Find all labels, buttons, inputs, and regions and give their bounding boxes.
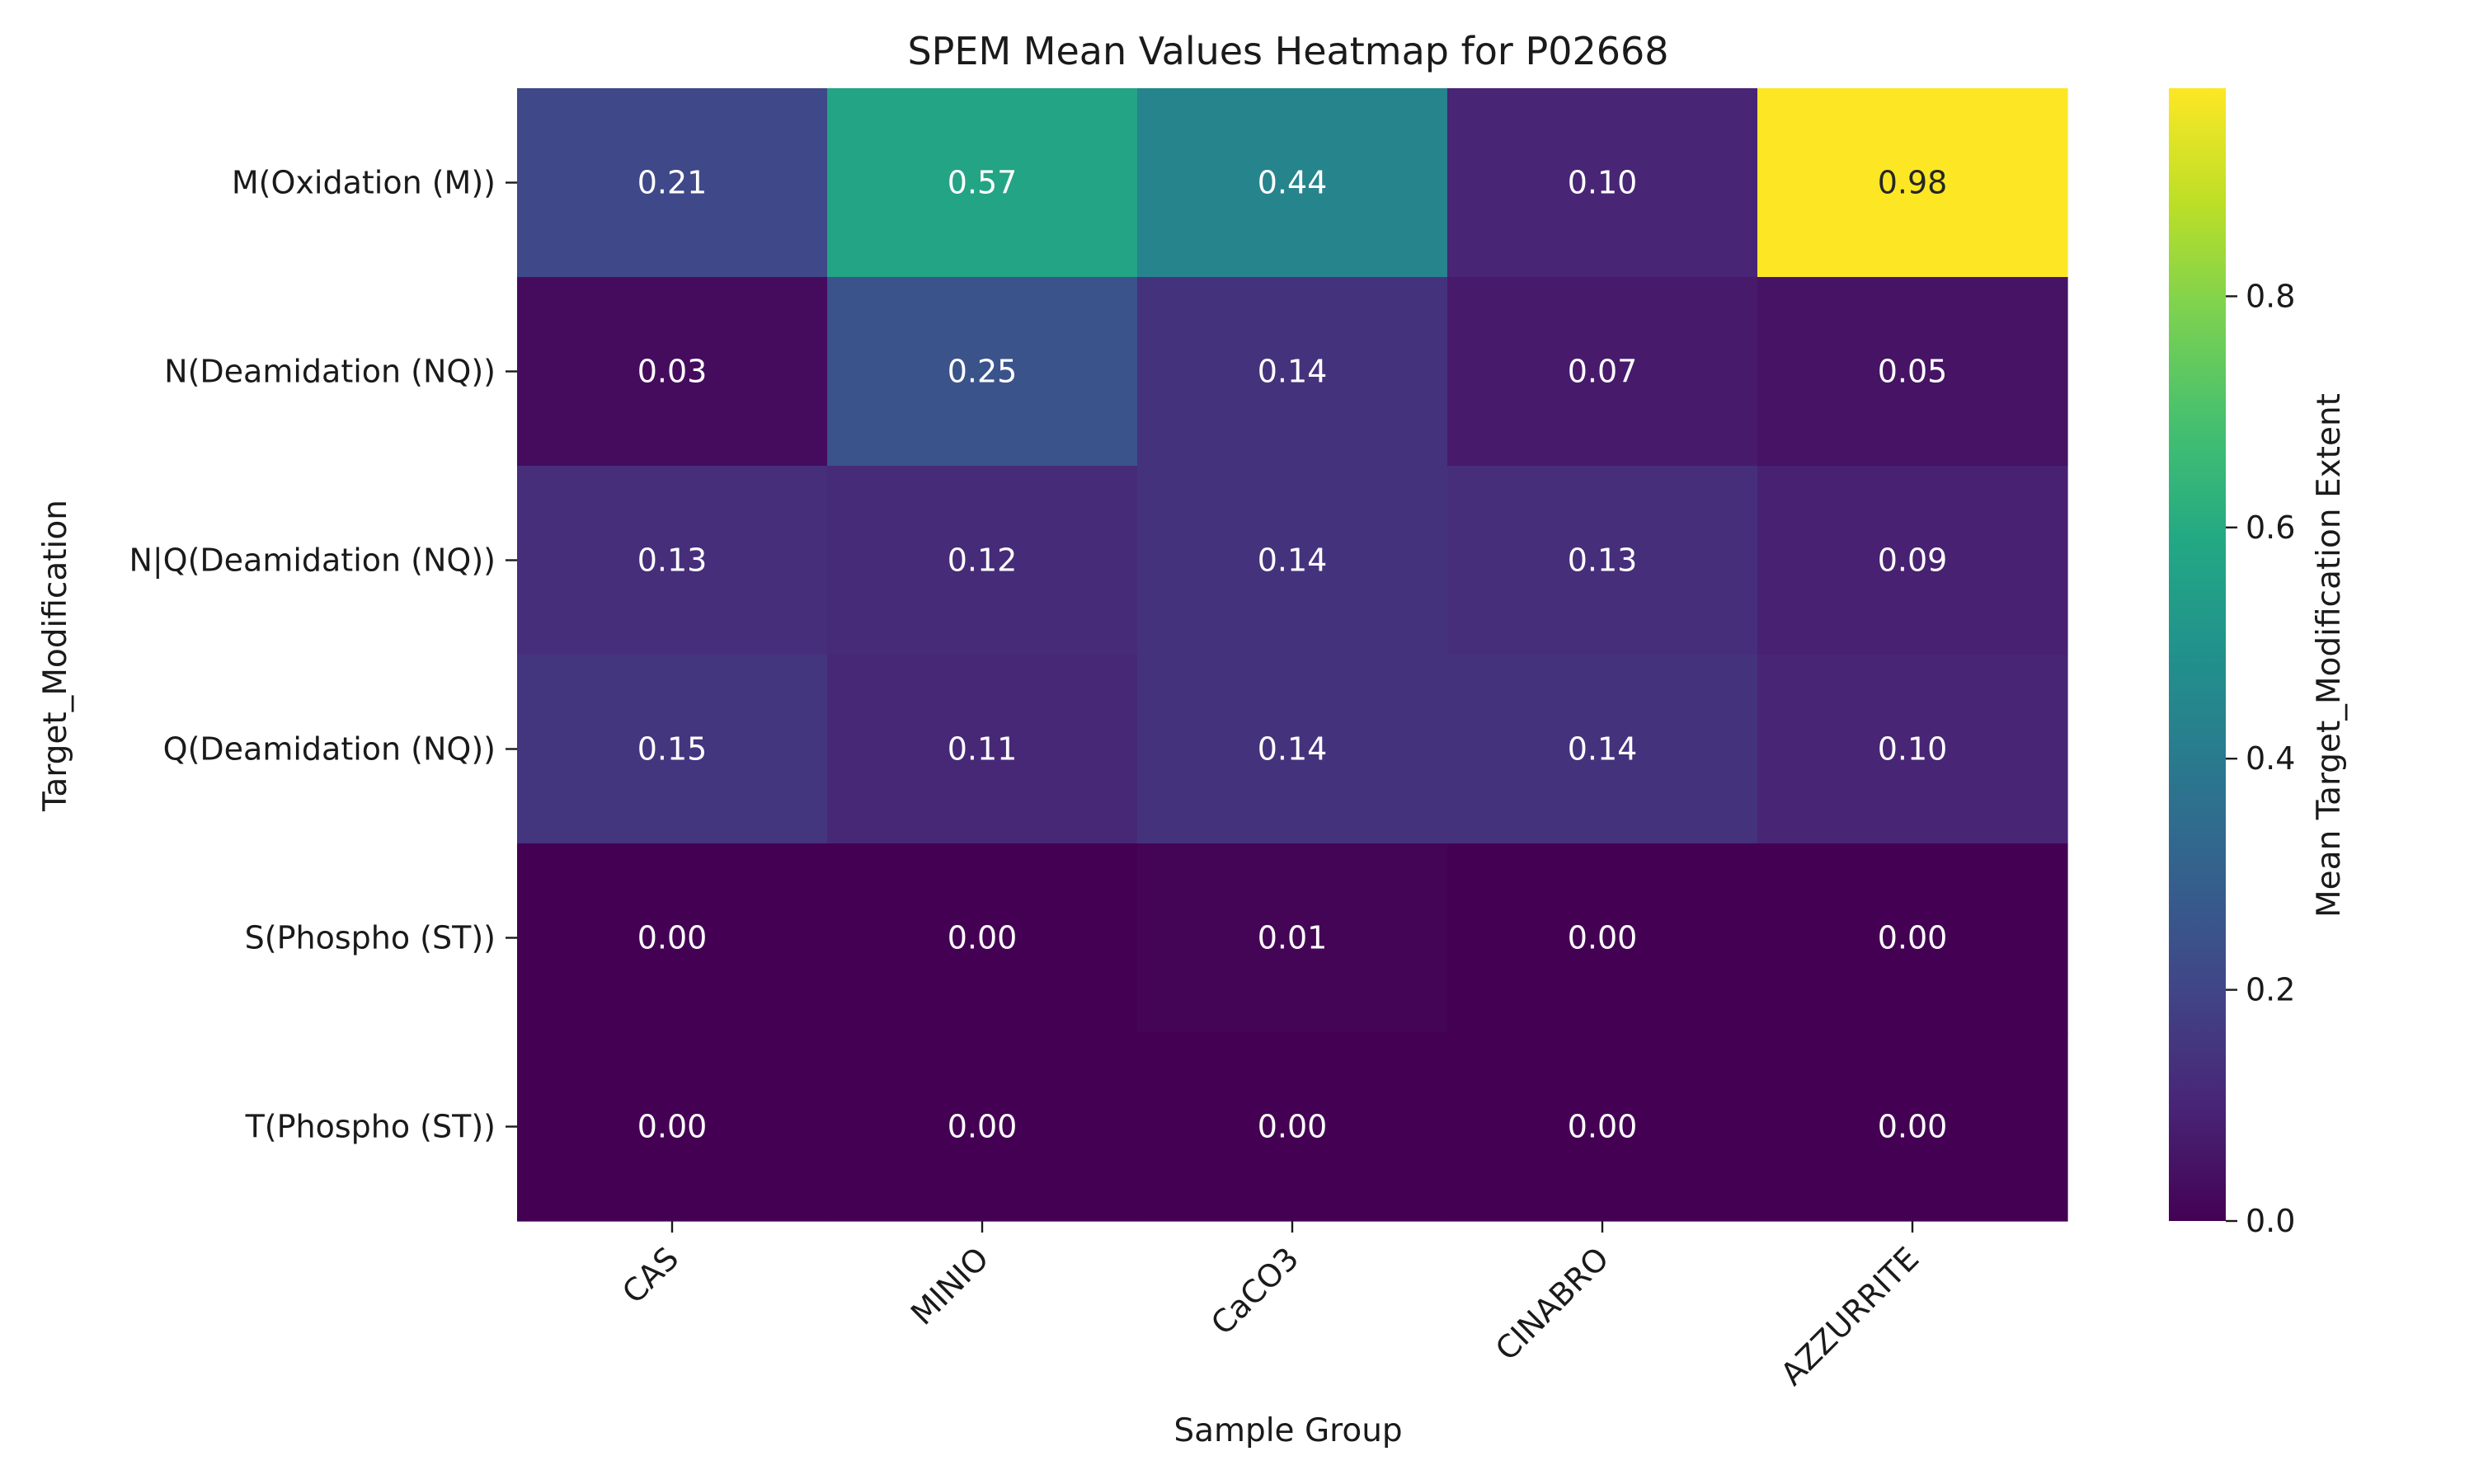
- heatmap-cell: [1447, 843, 1758, 1033]
- heatmap-cells: 0.21 0.57 0.44 0.10 0.98 0.03 0.25 0.14 0.07 0.05…: [517, 88, 2068, 1222]
- heatmap-cell: [1137, 466, 1448, 655]
- heatmap-cell: [1137, 655, 1448, 844]
- heatmap-cell: [1447, 277, 1758, 467]
- cell-value-label: 0.03: [637, 354, 708, 390]
- cell-value-label: 0.14: [1258, 354, 1328, 390]
- cell-value-label: 0.98: [1878, 165, 1948, 201]
- colorbar-tick-label: 0.8: [2246, 278, 2295, 314]
- cell-value-label: 0.15: [637, 731, 708, 768]
- cell-value-label: 0.13: [637, 542, 708, 579]
- cell-value-label: 0.14: [1258, 542, 1328, 579]
- y-tick-label-n-q-deamidation-nq: N|Q(Deamidation (NQ)): [129, 542, 496, 580]
- heatmap-cell: [517, 843, 828, 1033]
- cell-value-label: 0.00: [1258, 1109, 1328, 1145]
- x-tick-label-cinabro: CINABRO: [1489, 1240, 1616, 1368]
- cell-value-label: 0.00: [1568, 920, 1638, 956]
- heatmap-cell: [827, 843, 1138, 1033]
- cell-value-label: 0.00: [1878, 920, 1948, 956]
- cell-value-label: 0.00: [637, 1109, 708, 1145]
- heatmap-cell: [1757, 1032, 2068, 1222]
- x-tick-label-cas: CAS: [615, 1240, 685, 1310]
- cell-value-label: 0.10: [1878, 731, 1948, 768]
- cell-value-label: 0.00: [948, 920, 1018, 956]
- colorbar-label: Mean Target_Modification Extent: [2311, 393, 2348, 918]
- cell-value-label: 0.21: [637, 165, 708, 201]
- cell-value-label: 0.00: [1878, 1109, 1948, 1145]
- y-axis-ticks: M(Oxidation (M)) N(Deamidation (NQ)) N|Q(D…: [129, 165, 517, 1145]
- heatmap-cell: [517, 1032, 828, 1222]
- heatmap-cell: [1757, 277, 2068, 467]
- cell-value-label: 0.05: [1878, 354, 1948, 390]
- heatmap-cell: [517, 655, 828, 844]
- cell-value-label: 0.14: [1258, 731, 1328, 768]
- heatmap-cell: [827, 1032, 1138, 1222]
- cell-value-label: 0.11: [948, 731, 1018, 768]
- heatmap-cell: [1757, 843, 2068, 1033]
- heatmap-cell: [1447, 466, 1758, 655]
- heatmap-cell: [517, 277, 828, 467]
- cell-value-label: 0.00: [637, 920, 708, 956]
- y-axis-label: Target_Modification: [37, 500, 74, 812]
- heatmap-cell: [1137, 843, 1448, 1033]
- cell-value-label: 0.14: [1568, 731, 1638, 768]
- heatmap-cell: [1447, 655, 1758, 844]
- heatmap-cell: [827, 88, 1138, 278]
- heatmap-cell: [1137, 88, 1448, 278]
- heatmap-cell: [1447, 1032, 1758, 1222]
- y-tick-label-q-deamidation-nq: Q(Deamidation (NQ)): [163, 731, 496, 768]
- heatmap-cell: [1447, 88, 1758, 278]
- chart-title: SPEM Mean Values Heatmap for P02668: [907, 29, 1668, 73]
- heatmap-cell: [827, 277, 1138, 467]
- heatmap-cell: [517, 88, 828, 278]
- cell-value-label: 0.44: [1258, 165, 1328, 201]
- cell-value-label: 0.09: [1878, 542, 1948, 579]
- y-tick-label-t-phospho-st: T(Phospho (ST)): [245, 1109, 496, 1145]
- cell-value-label: 0.07: [1568, 354, 1638, 390]
- heatmap-cell: [1137, 277, 1448, 467]
- cell-value-label: 0.25: [948, 354, 1018, 390]
- cell-value-label: 0.01: [1258, 920, 1328, 956]
- x-tick-label-azzurrite: AZZURRITE: [1774, 1240, 1926, 1392]
- colorbar-tick-label: 0.2: [2246, 972, 2295, 1008]
- heatmap-cell: [1137, 1032, 1448, 1222]
- heatmap-cell: [517, 466, 828, 655]
- colorbar: 0.0 0.2 0.4 0.6 0.8: [2169, 88, 2295, 1239]
- x-tick-label-caco3: CaCO3: [1204, 1240, 1305, 1341]
- cell-value-label: 0.00: [1568, 1109, 1638, 1145]
- cell-value-label: 0.00: [948, 1109, 1018, 1145]
- cell-value-label: 0.57: [948, 165, 1018, 201]
- colorbar-tick-label: 0.6: [2246, 510, 2295, 546]
- cell-value-label: 0.10: [1568, 165, 1638, 201]
- x-axis-label: Sample Group: [1174, 1412, 1402, 1449]
- heatmap-cell: [1757, 466, 2068, 655]
- colorbar-tick-label: 0.0: [2246, 1203, 2295, 1239]
- colorbar-gradient: [2169, 88, 2226, 1221]
- y-tick-label-s-phospho-st: S(Phospho (ST)): [245, 920, 496, 956]
- cell-value-label: 0.13: [1568, 542, 1638, 579]
- cell-value-label: 0.12: [948, 542, 1018, 579]
- y-tick-label-n-deamidation-nq: N(Deamidation (NQ)): [164, 354, 496, 390]
- heatmap-cell: [1757, 655, 2068, 844]
- heatmap-cell: [1757, 88, 2068, 278]
- x-axis-ticks: CAS MINIO CaCO3 CINABRO AZZURRITE: [615, 1221, 1926, 1392]
- heatmap-cell: [827, 466, 1138, 655]
- x-tick-label-minio: MINIO: [904, 1240, 995, 1331]
- heatmap-cell: [827, 655, 1138, 844]
- y-tick-label-m-oxidation-m: M(Oxidation (M)): [232, 165, 496, 201]
- colorbar-tick-label: 0.4: [2246, 740, 2295, 777]
